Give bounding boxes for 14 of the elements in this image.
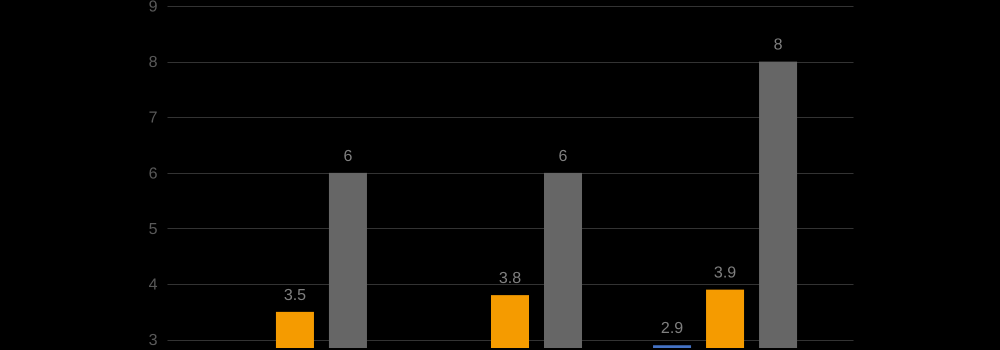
y-tick-label: 5 — [148, 220, 158, 238]
data-label: 2.9 — [660, 320, 684, 338]
data-label: 8 — [774, 36, 783, 54]
y-tick-label: 4 — [148, 276, 158, 294]
data-label: 6 — [558, 148, 568, 165]
y-tick-label: 9 — [148, 0, 158, 16]
y-tick-label: 8 — [148, 54, 158, 72]
y-tick-label: 7 — [148, 110, 158, 127]
data-label: 6 — [344, 148, 353, 165]
y-tick-label: 6 — [148, 165, 158, 182]
data-label: 3.8 — [498, 270, 522, 288]
data-label: 3.9 — [714, 264, 736, 282]
data-label: 3.5 — [284, 286, 306, 304]
y-tick-label: 3 — [148, 332, 158, 350]
